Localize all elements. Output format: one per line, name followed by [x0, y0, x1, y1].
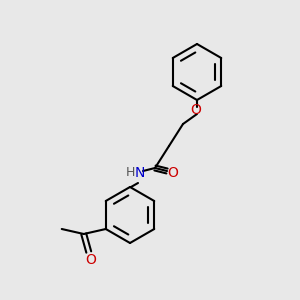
Text: H: H — [125, 167, 135, 179]
Text: N: N — [135, 166, 145, 180]
Text: O: O — [85, 253, 96, 267]
Text: O: O — [190, 103, 201, 117]
Text: O: O — [168, 166, 178, 180]
